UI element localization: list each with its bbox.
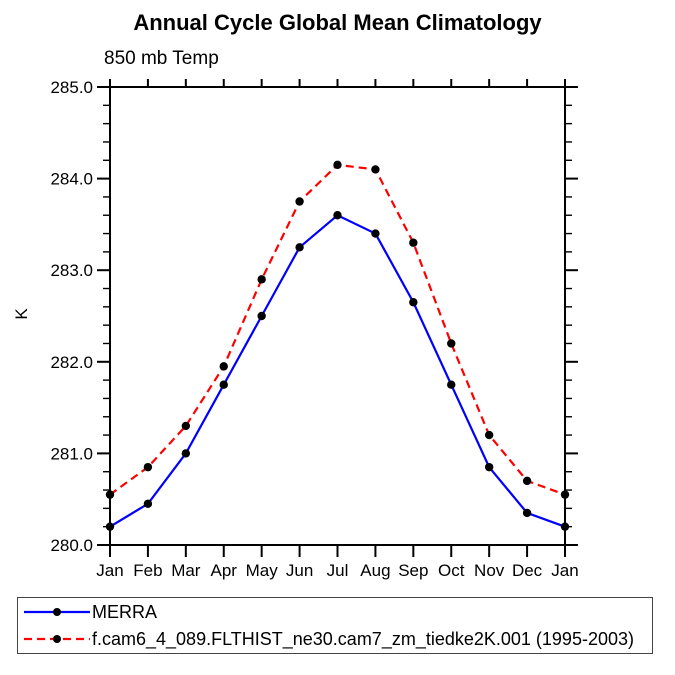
y-axis: 280.0 281.0 282.0 283.0 284.0 285.0	[50, 78, 578, 555]
data-point-marker	[560, 522, 570, 531]
data-point-marker	[371, 165, 380, 174]
y-tick-label: 280.0	[50, 536, 93, 555]
merra-line-sample-icon	[24, 608, 90, 616]
data-point-marker	[447, 339, 456, 348]
chart-subtitle: 850 mb Temp	[104, 48, 219, 69]
data-point-marker	[484, 462, 494, 472]
y-tick-label: 281.0	[50, 444, 93, 463]
x-axis: Jan Feb Mar Apr May Jun Jul Aug Sep Oct Nov Dec Jan	[96, 79, 579, 580]
x-tick-label: Apr	[211, 561, 238, 580]
x-tick-label: Feb	[133, 561, 162, 580]
plot-area: Jan Feb Mar Apr May Jun Jul Aug Sep Oct Nov Dec Jan2…	[50, 78, 579, 580]
data-point-marker	[143, 499, 153, 508]
data-point-marker	[522, 508, 532, 518]
data-point-marker	[409, 298, 418, 307]
legend-label-merra: MERRA	[92, 602, 158, 622]
legend: MERRA f.cam6_4_089.FLTHIST_ne30.cam7_zm_…	[17, 597, 653, 654]
data-point-marker	[105, 490, 115, 499]
chart-title: Annual Cycle Global Mean Climatology	[133, 10, 542, 35]
data-point-marker	[105, 522, 115, 531]
legend-entry-merra: MERRA	[22, 600, 652, 625]
data-point-marker	[143, 462, 153, 472]
x-tick-label: Jun	[286, 561, 313, 580]
data-point-marker	[181, 449, 191, 458]
data-point-marker	[295, 197, 304, 206]
data-point-marker	[371, 229, 380, 238]
series-model	[105, 160, 570, 499]
x-tick-label: Sep	[398, 561, 428, 580]
x-tick-label: Oct	[438, 561, 465, 580]
data-point-marker	[333, 160, 342, 170]
data-point-marker	[219, 362, 228, 371]
x-tick-label: Nov	[474, 561, 505, 580]
data-point-marker	[295, 243, 304, 252]
data-point-marker	[257, 275, 266, 284]
y-tick-label: 285.0	[50, 78, 93, 97]
data-point-marker	[181, 421, 191, 431]
series-merra	[105, 211, 570, 531]
x-tick-label: Jan	[551, 561, 578, 580]
x-tick-label: Dec	[512, 561, 543, 580]
legend-label-model: f.cam6_4_089.FLTHIST_ne30.cam7_zm_tiedke…	[92, 629, 634, 649]
data-point-marker	[409, 238, 418, 247]
x-tick-label: Jul	[327, 561, 349, 580]
y-tick-label: 284.0	[50, 170, 93, 189]
data-point-marker	[522, 476, 532, 486]
data-point-marker	[447, 380, 456, 389]
x-tick-label: Jan	[96, 561, 123, 580]
y-tick-label: 282.0	[50, 353, 93, 372]
data-point-marker	[333, 211, 342, 220]
x-tick-label: Aug	[360, 561, 390, 580]
legend-entry-model: f.cam6_4_089.FLTHIST_ne30.cam7_zm_tiedke…	[22, 627, 652, 652]
y-tick-label: 283.0	[50, 261, 93, 280]
data-point-marker	[484, 430, 494, 440]
x-tick-label: May	[246, 561, 279, 580]
data-point-marker	[219, 380, 228, 389]
data-point-marker	[257, 311, 266, 321]
x-tick-label: Mar	[171, 561, 201, 580]
data-point-marker	[560, 490, 570, 499]
model-line-sample-icon	[24, 635, 90, 643]
